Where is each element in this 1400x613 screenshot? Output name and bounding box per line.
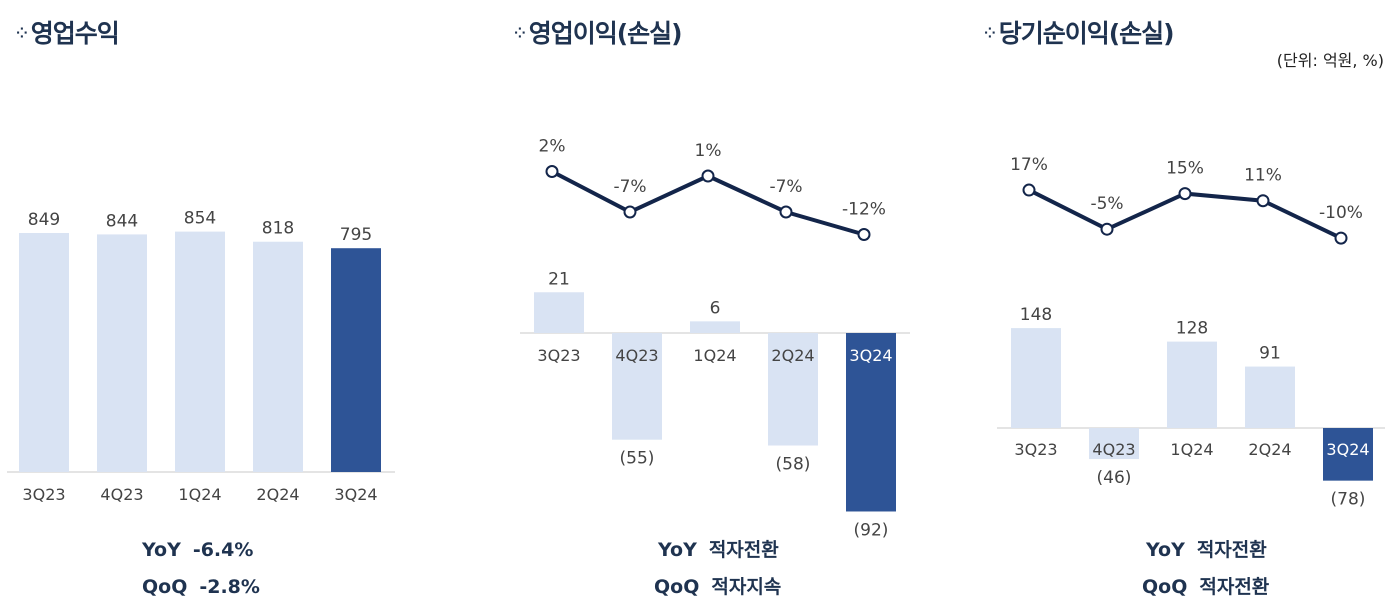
margin-point <box>857 228 871 241</box>
bar-3Q23 <box>534 292 584 333</box>
margin-point <box>545 165 559 178</box>
category-label: 4Q23 <box>615 346 658 365</box>
value-label: 128 <box>1176 319 1208 339</box>
chart-title-operating-income: ⁘ 영업이익(손실) <box>514 14 683 50</box>
bar-1Q24 <box>175 231 225 472</box>
value-label: 21 <box>548 269 570 289</box>
margin-label: 17% <box>1010 155 1048 175</box>
yoy-value: 적자전환 <box>708 539 779 561</box>
value-label: 818 <box>262 219 294 239</box>
qoq-label: QoQ <box>1142 576 1188 598</box>
margin-label: 1% <box>695 141 722 161</box>
category-label: 3Q24 <box>1326 440 1369 459</box>
value-label: (58) <box>776 455 811 475</box>
value-label: 854 <box>184 209 216 229</box>
yoy-label: YoY <box>142 539 181 561</box>
title-text: 당기순이익(손실) <box>998 19 1175 48</box>
category-label: 4Q23 <box>100 485 143 504</box>
qoq-value: 적자지속 <box>711 576 782 598</box>
margin-label: 11% <box>1244 166 1282 186</box>
bar-3Q23 <box>19 233 69 472</box>
yoy-value: -6.4% <box>192 539 254 561</box>
yoy-label: YoY <box>658 539 697 561</box>
diamond-bullet-icon: ⁘ <box>514 26 526 42</box>
bar-3Q23 <box>1011 328 1061 428</box>
margin-label: -7% <box>769 177 802 197</box>
margin-point <box>779 205 793 219</box>
margin-label: 15% <box>1166 159 1204 179</box>
qoq-value: 적자전환 <box>1199 576 1270 598</box>
margin-label: -12% <box>842 200 886 220</box>
chart-title-net-income: ⁘ 당기순이익(손실) <box>984 14 1175 50</box>
value-label: 795 <box>340 225 372 245</box>
bar-4Q23 <box>1089 428 1139 460</box>
bar-4Q23 <box>97 234 147 472</box>
title-text: 영업수익 <box>30 19 120 48</box>
summary-operating-revenue: YoY -6.4% QoQ -2.8% <box>142 532 260 606</box>
qoq-label: QoQ <box>142 576 188 598</box>
value-label: (55) <box>620 449 655 469</box>
margin-label: -5% <box>1090 194 1123 214</box>
summary-operating-income: YoY 적자전환 QoQ 적자지속 <box>654 532 781 606</box>
yoy-label: YoY <box>1146 539 1185 561</box>
margin-label: -10% <box>1319 203 1363 223</box>
category-label: 3Q23 <box>1014 440 1057 459</box>
value-label: 849 <box>28 210 60 230</box>
margin-point <box>1256 194 1270 208</box>
category-label: 1Q24 <box>1170 440 1213 459</box>
category-label: 3Q24 <box>849 346 892 365</box>
margin-point <box>1022 183 1036 197</box>
yoy-value: 적자전환 <box>1196 539 1267 561</box>
margin-point <box>1100 222 1114 236</box>
diamond-bullet-icon: ⁘ <box>16 26 28 42</box>
category-label: 3Q23 <box>537 346 580 365</box>
category-label: 2Q24 <box>771 346 814 365</box>
summary-net-income: YoY 적자전환 QoQ 적자전환 <box>1142 532 1269 606</box>
qoq-label: QoQ <box>654 576 700 598</box>
margin-label: -7% <box>613 177 646 197</box>
bar-2Q24 <box>768 333 818 446</box>
margin-point <box>623 205 637 219</box>
value-label: (78) <box>1331 490 1366 510</box>
value-label: 91 <box>1259 344 1281 364</box>
unit-label: (단위: 억원, %) <box>1276 51 1384 70</box>
margin-point <box>1334 231 1348 245</box>
bar-4Q23 <box>612 333 662 440</box>
category-label: 3Q23 <box>22 485 65 504</box>
value-label: 844 <box>106 211 138 231</box>
category-label: 3Q24 <box>334 485 377 504</box>
value-label: 6 <box>710 298 721 318</box>
category-label: 4Q23 <box>1092 440 1135 459</box>
margin-label: 2% <box>539 137 566 157</box>
value-label: (46) <box>1097 468 1132 488</box>
category-label: 1Q24 <box>178 485 221 504</box>
bar-3Q24 <box>331 248 381 472</box>
category-label: 2Q24 <box>256 485 299 504</box>
margin-point <box>1178 187 1192 201</box>
bar-3Q24 <box>846 333 896 512</box>
bar-2Q24 <box>1245 366 1295 428</box>
qoq-value: -2.8% <box>199 576 260 598</box>
category-label: 1Q24 <box>693 346 736 365</box>
value-label: 148 <box>1020 305 1052 325</box>
bar-3Q24 <box>1323 428 1373 481</box>
margin-point <box>701 169 715 183</box>
title-text: 영업이익(손실) <box>528 19 683 48</box>
category-label: 2Q24 <box>1248 440 1291 459</box>
value-label: (92) <box>854 520 889 540</box>
bar-2Q24 <box>253 241 303 472</box>
chart-title-operating-revenue: ⁘ 영업수익 <box>16 14 120 50</box>
bar-1Q24 <box>690 321 740 333</box>
diamond-bullet-icon: ⁘ <box>984 26 996 42</box>
bar-1Q24 <box>1167 341 1217 428</box>
